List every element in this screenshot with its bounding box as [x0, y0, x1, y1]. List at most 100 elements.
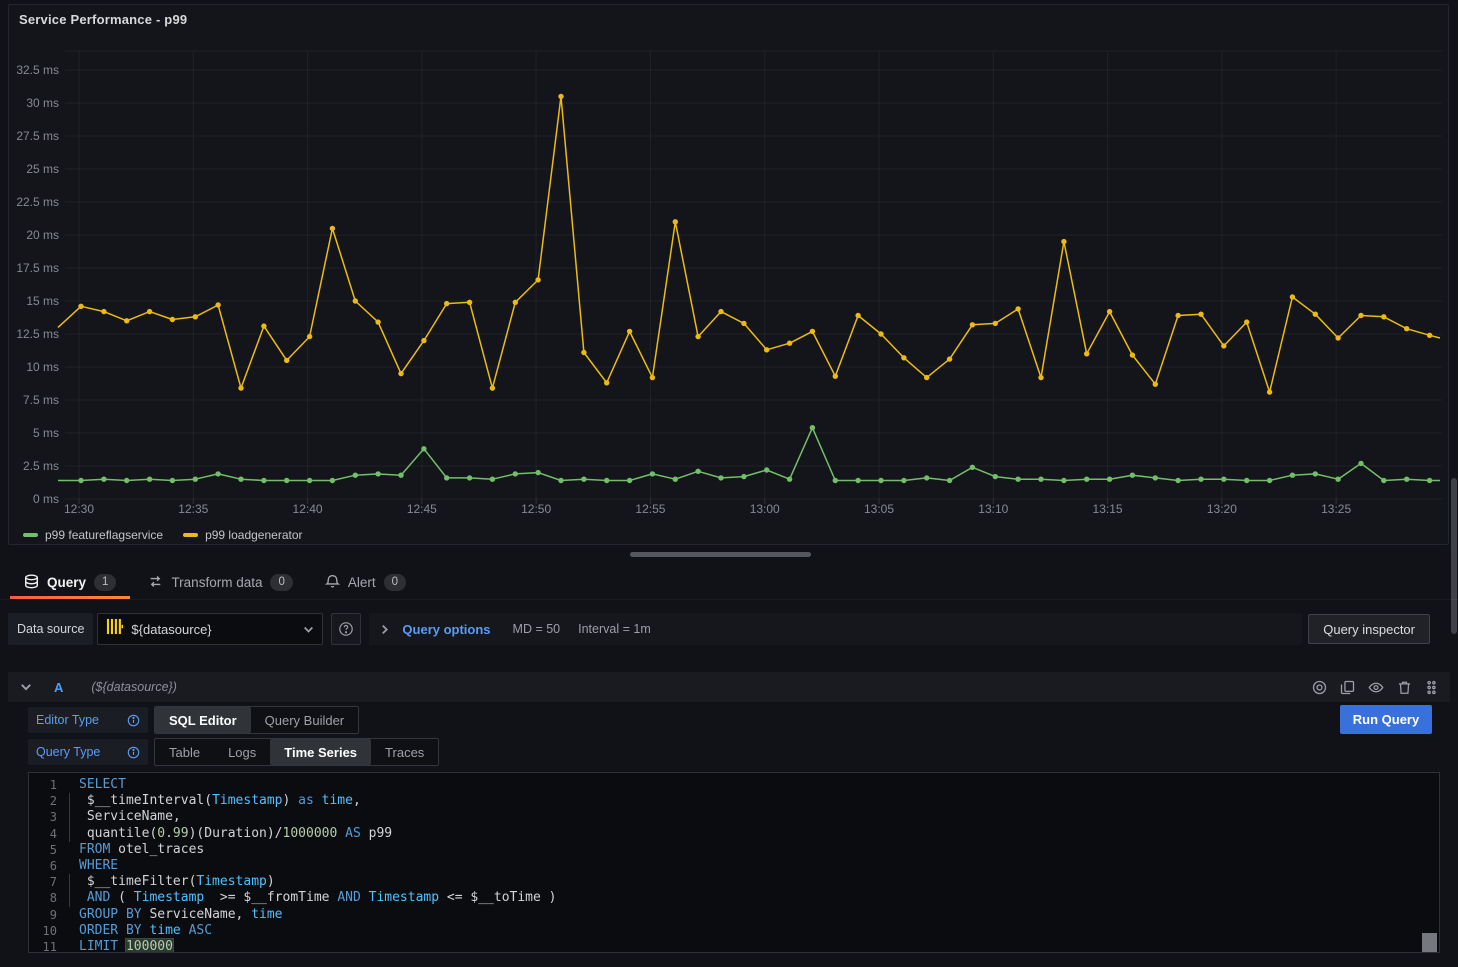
segment-sql-editor[interactable]: SQL Editor	[155, 707, 251, 733]
editor-type-row: Editor Type SQL Editor Query Builder	[28, 706, 360, 734]
svg-text:13:20: 13:20	[1207, 502, 1237, 516]
copy-icon[interactable]	[1340, 680, 1355, 695]
record-circle-icon[interactable]	[1312, 680, 1327, 695]
svg-text:30 ms: 30 ms	[26, 96, 59, 110]
page-scrollbar[interactable]	[1451, 478, 1457, 634]
segment-time-series[interactable]: Time Series	[270, 739, 372, 765]
line-number: 1	[49, 778, 57, 792]
svg-text:2.5 ms: 2.5 ms	[23, 459, 59, 473]
svg-text:13:05: 13:05	[864, 502, 894, 516]
code-text: ORDER BY time ASC	[79, 922, 213, 938]
interval-value: Interval = 1m	[578, 622, 651, 636]
segment-traces[interactable]: Traces	[385, 744, 425, 760]
sql-code-lines: 1 SELECT 2 $__timeInterval(Timestamp) as t…	[29, 777, 1439, 953]
collapse-chevron-icon[interactable]	[20, 681, 32, 693]
svg-text:12:35: 12:35	[178, 502, 208, 516]
line-number: 2	[49, 794, 57, 809]
svg-text:13:15: 13:15	[1093, 502, 1123, 516]
transform-icon	[148, 574, 163, 592]
database-icon	[24, 573, 39, 592]
line-number: 10	[42, 923, 57, 938]
tab-transform-data[interactable]: Transform data 0	[132, 566, 308, 599]
query-inspector-button[interactable]: Query inspector	[1308, 614, 1430, 644]
code-text: $__timeInterval(Timestamp) as time,	[69, 793, 361, 810]
timeseries-panel: Service Performance - p99 0 ms 2.5 ms 5 ms…	[8, 4, 1449, 545]
eye-icon[interactable]	[1368, 680, 1384, 695]
query-ref-id[interactable]: A	[54, 679, 64, 695]
query-type-segmented: Table Logs Time Series Traces	[154, 738, 440, 766]
svg-text:12:40: 12:40	[293, 502, 323, 516]
sql-line: 4 quantile(0.99)(Duration)/1000000 AS p9…	[29, 825, 1439, 842]
datasource-help-button[interactable]	[331, 613, 362, 645]
tab-count-badge: 0	[270, 574, 293, 591]
tab-label: Query	[47, 575, 87, 590]
code-text: ServiceName,	[69, 809, 181, 826]
svg-text:27.5 ms: 27.5 ms	[16, 129, 59, 143]
sql-line: 9 GROUP BY ServiceName, time	[29, 907, 1439, 923]
code-text: LIMIT 100000	[79, 938, 173, 953]
svg-text:15 ms: 15 ms	[26, 294, 59, 308]
line-number: 7	[49, 875, 57, 890]
legend-dash-yellow	[183, 533, 199, 537]
datasource-row: Data source ${datasource} Query options …	[8, 613, 1430, 645]
line-number: 4	[49, 826, 57, 841]
editor-scrollbar-thumb[interactable]	[1422, 933, 1437, 952]
sql-line: 6 WHERE	[29, 858, 1439, 874]
sql-line: 5 FROM otel_traces	[29, 842, 1439, 858]
svg-text:0 ms: 0 ms	[33, 492, 59, 506]
segment-table[interactable]: Table	[169, 744, 201, 760]
code-text: AND ( Timestamp >= $__fromTime AND Times…	[68, 890, 556, 907]
sql-line: 8 AND ( Timestamp >= $__fromTime AND Tim…	[29, 890, 1439, 907]
sql-line: 1 SELECT	[29, 777, 1439, 793]
editor-type-label: Editor Type	[36, 713, 100, 727]
sql-line: 3 ServiceName,	[29, 809, 1439, 826]
bell-icon	[324, 574, 341, 592]
query-datasource-note: (${datasource})	[91, 680, 177, 694]
svg-text:13:00: 13:00	[750, 502, 780, 516]
info-icon[interactable]	[127, 746, 140, 759]
line-number: 3	[49, 810, 57, 825]
trash-icon[interactable]	[1397, 680, 1412, 695]
line-number: 11	[42, 939, 57, 953]
line-number: 8	[49, 891, 57, 906]
segment-logs[interactable]: Logs	[228, 744, 257, 760]
drag-handle-icon[interactable]	[1425, 680, 1438, 695]
line-number: 6	[49, 858, 57, 873]
tab-alert[interactable]: Alert 0	[309, 566, 422, 599]
svg-text:25 ms: 25 ms	[26, 162, 59, 176]
horizontal-scrollbar[interactable]	[630, 552, 811, 557]
svg-text:10 ms: 10 ms	[26, 360, 59, 374]
sql-code-editor[interactable]: 1 SELECT 2 $__timeInterval(Timestamp) as t…	[28, 772, 1440, 953]
query-type-row: Query Type Table Logs Time Series Traces	[28, 738, 440, 766]
sql-line: 11 LIMIT 100000	[29, 938, 1439, 953]
legend-label: p99 loadgenerator	[205, 528, 303, 542]
code-text: quantile(0.99)(Duration)/1000000 AS p99	[68, 825, 393, 842]
svg-text:12.5 ms: 12.5 ms	[16, 327, 59, 341]
datasource-label: Data source	[8, 613, 94, 645]
query-row-header: A (${datasource})	[8, 672, 1450, 702]
segment-query-builder[interactable]: Query Builder	[264, 712, 345, 728]
query-type-label-chip: Query Type	[28, 739, 148, 765]
svg-text:22.5 ms: 22.5 ms	[16, 195, 59, 209]
tab-query[interactable]: Query 1	[8, 566, 132, 599]
query-type-label: Query Type	[36, 745, 101, 759]
editor-type-segmented: SQL Editor Query Builder	[154, 706, 360, 734]
sql-line: 10 ORDER BY time ASC	[29, 923, 1439, 939]
legend-dash-green	[23, 533, 38, 537]
info-icon[interactable]	[127, 714, 140, 727]
chevron-down-icon	[304, 626, 314, 633]
editor-type-label-chip: Editor Type	[28, 707, 148, 733]
query-options-toggle[interactable]: Query options	[402, 621, 491, 637]
run-query-button[interactable]: Run Query	[1340, 705, 1432, 734]
legend-item[interactable]: p99 featureflagservice	[23, 528, 163, 542]
clickhouse-logo-icon	[106, 618, 124, 640]
line-number: 5	[49, 842, 57, 857]
datasource-picker[interactable]: ${datasource}	[97, 613, 324, 645]
legend-item[interactable]: p99 loadgenerator	[183, 528, 303, 542]
line-number: 9	[49, 907, 57, 922]
timeseries-chart[interactable]: 0 ms 2.5 ms 5 ms 7.5 ms 10 ms 12.5 ms 15 ms 17.…	[9, 5, 1448, 544]
sql-line: 7 $__timeFilter(Timestamp)	[29, 874, 1439, 891]
svg-text:32.5 ms: 32.5 ms	[16, 63, 59, 77]
chart-legend: p99 featureflagservice p99 loadgenerator	[23, 528, 303, 542]
chevron-right-icon[interactable]	[379, 624, 390, 635]
